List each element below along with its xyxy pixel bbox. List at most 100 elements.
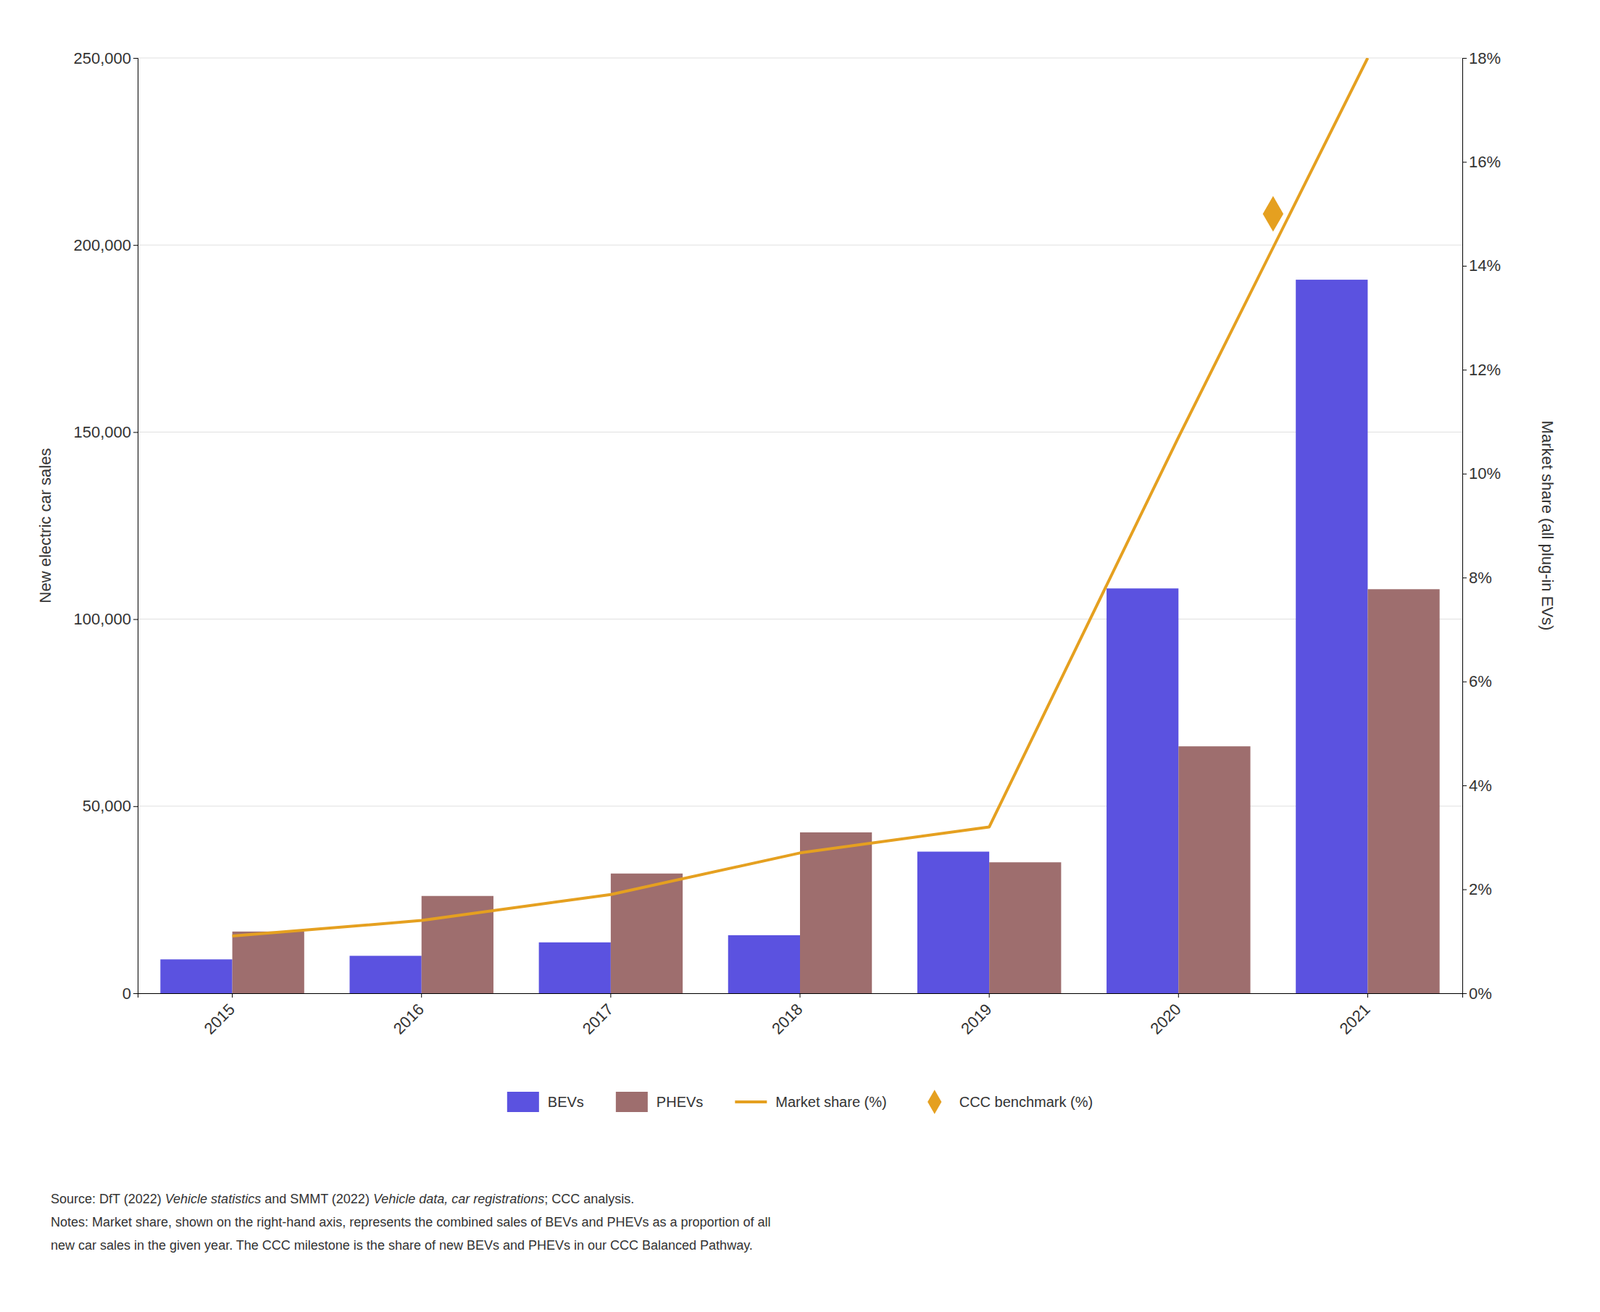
- x-tick: 2020: [1146, 993, 1185, 1039]
- grid-line: [137, 244, 1463, 246]
- y-tick-label: 50,000: [82, 797, 132, 816]
- y2-tick: 0%: [1462, 984, 1493, 1003]
- note: Notes: Market share, shown on the right-…: [50, 1215, 772, 1230]
- x-tick-mark: [231, 993, 233, 998]
- note: Source: DfT (2022) Vehicle statistics an…: [50, 1192, 635, 1207]
- legend-item: PHEVs: [615, 1092, 703, 1113]
- y-tick-label: 150,000: [73, 423, 132, 442]
- x-tick-label: 2019: [957, 1000, 995, 1038]
- y2-tick-label: 0%: [1468, 984, 1493, 1003]
- x-tick-mark: [1178, 993, 1179, 998]
- x-tick: 2019: [957, 993, 995, 1039]
- y2-tick: 16%: [1462, 152, 1501, 172]
- y-tick-label: 250,000: [73, 49, 132, 68]
- y-tick: 200,000: [73, 236, 138, 255]
- y-tick: 150,000: [73, 423, 138, 442]
- legend-swatch: [927, 1089, 942, 1114]
- x-tick-label: 2018: [768, 1000, 806, 1038]
- y2-tick: 6%: [1462, 672, 1493, 691]
- y2-tick-mark: [1462, 369, 1467, 371]
- point-series: [1263, 196, 1284, 232]
- y-tick-mark: [133, 619, 138, 621]
- note-part: ; CCC analysis.: [544, 1192, 635, 1207]
- y2-tick-mark: [1462, 161, 1467, 163]
- y-axis-title: New electric car sales: [36, 448, 55, 604]
- y2-tick-mark: [1462, 473, 1467, 475]
- y-tick: 0: [122, 984, 138, 1003]
- legend-label: Market share (%): [775, 1094, 887, 1111]
- axis-line: [1463, 58, 1468, 995]
- bar: [160, 959, 232, 994]
- x-tick: 2016: [389, 993, 428, 1039]
- note-part: Vehicle data, car registrations: [373, 1192, 545, 1207]
- y2-tick-label: 18%: [1468, 49, 1501, 68]
- y2-tick: 4%: [1462, 776, 1493, 795]
- axis-line: [138, 994, 1464, 999]
- x-tick: 2018: [768, 993, 806, 1039]
- bar-series: [232, 589, 1440, 994]
- grid-line: [137, 618, 1463, 620]
- line: [232, 57, 1369, 937]
- marks: [160, 57, 1440, 994]
- bar: [1106, 588, 1179, 994]
- x-tick-label: 2015: [200, 1000, 239, 1038]
- bar: [728, 935, 800, 994]
- x-axis: 2015201620172018201920202021: [138, 993, 1464, 1039]
- y2-tick: 18%: [1462, 49, 1501, 68]
- note-part: Source: DfT (2022): [50, 1192, 166, 1207]
- x-tick-mark: [800, 993, 801, 998]
- grid-line: [137, 57, 1463, 59]
- bar: [1178, 746, 1250, 994]
- x-tick-label: 2020: [1146, 1000, 1185, 1038]
- legend-label: BEVs: [547, 1094, 585, 1111]
- bar-series: [160, 279, 1368, 994]
- y2-tick: 10%: [1462, 464, 1501, 483]
- legend-swatch: [734, 1100, 767, 1104]
- y2-axis: 0% 2% 4% 6% 8% 10% 12% 14% 16% 18%: [1462, 49, 1501, 1003]
- y-tick: 100,000: [73, 610, 138, 629]
- y2-tick-mark: [1462, 889, 1467, 891]
- bar: [917, 852, 990, 994]
- y2-tick-label: 2%: [1468, 880, 1493, 899]
- y2-tick: 8%: [1462, 568, 1493, 587]
- y-tick-mark: [133, 806, 138, 808]
- y2-tick-label: 14%: [1468, 256, 1501, 275]
- bar: [800, 832, 872, 994]
- grid-line: [137, 805, 1463, 807]
- note: new car sales in the given year. The CCC…: [50, 1238, 753, 1253]
- plot: 2015201620172018201920202021050,000100,0…: [36, 49, 1557, 1039]
- axis-line: [133, 58, 139, 995]
- y-tick-label: 200,000: [73, 236, 132, 255]
- x-tick-label: 2017: [578, 1000, 617, 1038]
- y2-tick-mark: [1462, 681, 1467, 683]
- note-part: and SMMT (2022): [260, 1192, 374, 1207]
- y2-tick-label: 12%: [1468, 360, 1501, 379]
- y-tick-mark: [133, 993, 138, 995]
- y-axis: 0 50,000 100,000 150,000 200,000 250,000: [73, 49, 138, 1003]
- x-tick-mark: [1367, 993, 1369, 998]
- x-tick-mark: [610, 993, 611, 998]
- note-part: Vehicle statistics: [165, 1192, 261, 1207]
- x-tick-mark: [421, 993, 422, 998]
- bar: [1295, 279, 1368, 994]
- bar: [1367, 589, 1440, 994]
- y2-tick-mark: [1462, 265, 1467, 267]
- notes: Source: DfT (2022) Vehicle statistics an…: [50, 1192, 772, 1253]
- legend-label: PHEVs: [656, 1094, 703, 1111]
- y2-tick-mark: [1462, 57, 1467, 59]
- y-tick-label: 0: [122, 984, 132, 1003]
- legend-swatch: [615, 1092, 648, 1113]
- y-tick-mark: [133, 57, 138, 59]
- legend-item: CCC benchmark (%): [927, 1089, 1093, 1114]
- bar: [421, 896, 494, 994]
- y2-axis-title: Market share (all plug-in EVs): [1538, 421, 1557, 632]
- legend-swatch: [507, 1092, 540, 1113]
- y-tick-mark: [133, 244, 138, 246]
- legend-item: Market share (%): [734, 1094, 887, 1111]
- y-tick: 50,000: [82, 797, 138, 816]
- x-tick: 2015: [200, 993, 239, 1039]
- point: [1263, 196, 1284, 232]
- y-tick: 250,000: [73, 49, 138, 68]
- y2-tick-label: 10%: [1468, 464, 1501, 483]
- bar: [989, 862, 1061, 994]
